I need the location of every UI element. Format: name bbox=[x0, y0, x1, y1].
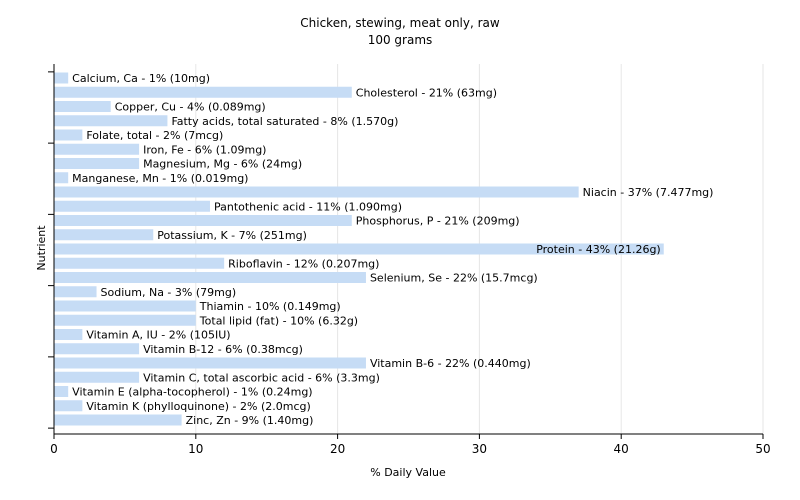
chart-subtitle: 100 grams bbox=[368, 33, 433, 47]
bar bbox=[54, 129, 83, 141]
x-tick-label: 50 bbox=[755, 442, 770, 456]
x-tick-labels: 0 10 20 30 40 50 bbox=[50, 442, 770, 456]
bar-label: Phosphorus, P - 21% (209mg) bbox=[356, 215, 520, 228]
bar bbox=[54, 143, 140, 155]
bar-label: Niacin - 37% (7.477mg) bbox=[583, 186, 714, 199]
bar-label: Vitamin C, total ascorbic acid - 6% (3.3… bbox=[143, 371, 380, 384]
bar bbox=[54, 357, 366, 369]
chart-title: Chicken, stewing, meat only, raw bbox=[300, 16, 500, 30]
bar-label: Iron, Fe - 6% (1.09mg) bbox=[143, 143, 266, 156]
bar-label: Riboflavin - 12% (0.207mg) bbox=[228, 257, 379, 270]
bar-label: Cholesterol - 21% (63mg) bbox=[356, 86, 497, 99]
bar-label: Potassium, K - 7% (251mg) bbox=[157, 229, 307, 242]
bar bbox=[54, 200, 210, 212]
x-tick-label: 20 bbox=[330, 442, 345, 456]
bar bbox=[54, 72, 69, 84]
bar bbox=[54, 186, 579, 198]
y-axis-label: Nutrient bbox=[35, 225, 48, 271]
x-tick-label: 10 bbox=[188, 442, 203, 456]
bar bbox=[54, 343, 140, 355]
bar-label: Vitamin K (phylloquinone) - 2% (2.0mcg) bbox=[86, 400, 310, 413]
bar-label: Protein - 43% (21.26g) bbox=[536, 243, 661, 256]
bar-label: Manganese, Mn - 1% (0.019mg) bbox=[72, 172, 248, 185]
bar bbox=[54, 400, 83, 412]
bar bbox=[54, 257, 225, 269]
bar bbox=[54, 414, 182, 426]
bar-label: Vitamin B-12 - 6% (0.38mcg) bbox=[143, 343, 303, 356]
bar bbox=[54, 286, 97, 298]
bar bbox=[54, 158, 140, 169]
bar-label: Thiamin - 10% (0.149mg) bbox=[199, 300, 341, 313]
bar bbox=[54, 243, 664, 255]
bar-label: Selenium, Se - 22% (15.7mcg) bbox=[370, 272, 538, 285]
bar bbox=[54, 300, 196, 312]
bar-label: Zinc, Zn - 9% (1.40mg) bbox=[186, 414, 314, 427]
bar bbox=[54, 229, 154, 241]
bar bbox=[54, 101, 111, 112]
axes-group bbox=[48, 64, 764, 439]
x-axis-label: % Daily Value bbox=[370, 466, 446, 479]
bar-label: Folate, total - 2% (7mcg) bbox=[86, 129, 223, 142]
bar-label: Pantothenic acid - 11% (1.090mg) bbox=[214, 200, 402, 213]
bar-label: Copper, Cu - 4% (0.089mg) bbox=[115, 101, 266, 114]
bar bbox=[54, 329, 83, 340]
bar bbox=[54, 386, 69, 397]
bars-group: Calcium, Ca - 1% (10mg) Cholesterol - 21%… bbox=[54, 72, 713, 427]
bar-label: Calcium, Ca - 1% (10mg) bbox=[72, 72, 210, 85]
bar bbox=[54, 215, 352, 226]
bar-label: Fatty acids, total saturated - 8% (1.570… bbox=[171, 115, 398, 128]
x-tick-label: 40 bbox=[614, 442, 629, 456]
bar bbox=[54, 86, 352, 98]
bar-label: Vitamin E (alpha-tocopherol) - 1% (0.24m… bbox=[72, 386, 312, 399]
x-tick-label: 0 bbox=[50, 442, 58, 456]
bar bbox=[54, 371, 140, 383]
x-tick-label: 30 bbox=[472, 442, 487, 456]
bar-label: Sodium, Na - 3% (79mg) bbox=[101, 286, 237, 299]
bar bbox=[54, 272, 366, 283]
bar bbox=[54, 172, 69, 184]
bar bbox=[54, 314, 196, 326]
bar-label: Vitamin A, IU - 2% (105IU) bbox=[86, 329, 230, 342]
bar-label: Vitamin B-6 - 22% (0.440mg) bbox=[370, 357, 531, 370]
bar-label: Total lipid (fat) - 10% (6.32g) bbox=[199, 314, 358, 327]
bar bbox=[54, 115, 168, 127]
bar-label: Magnesium, Mg - 6% (24mg) bbox=[143, 158, 302, 171]
